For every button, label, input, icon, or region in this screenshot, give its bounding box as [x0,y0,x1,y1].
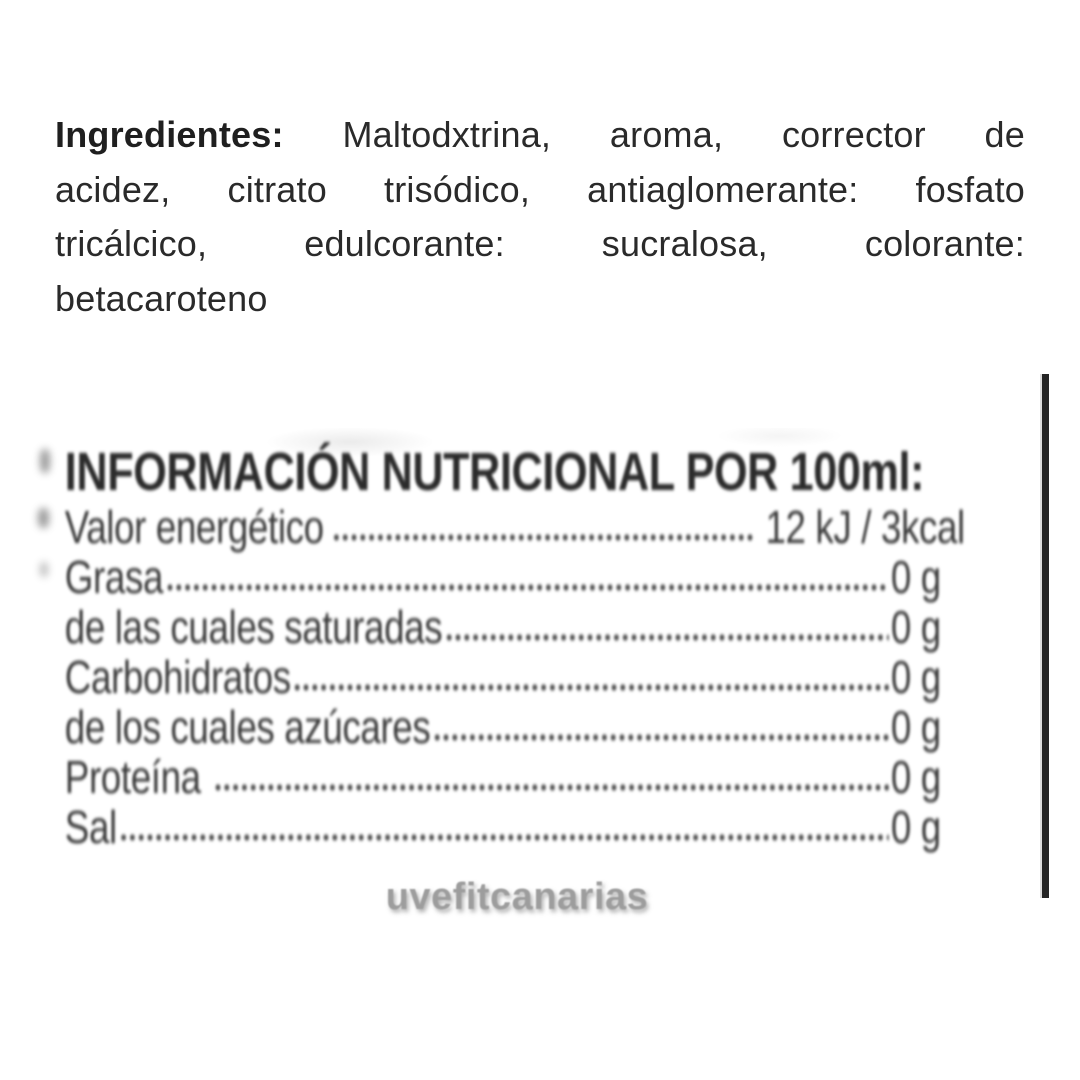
ingredients-line: tricálcico, edulcorante: sucralosa, colo… [55,223,1025,264]
watermark-text: uvefitcanarias [385,876,649,918]
nutrition-row: de las cuales saturadas 0 g [65,602,965,652]
nutrition-row: de los cuales azúcares 0 g [65,702,965,752]
nutrition-row-label: Grasa [64,551,164,603]
nutrition-row-value: 0 g [890,801,941,853]
ingredients-line: acidez, citrato trisódico, antiaglomeran… [55,168,1025,210]
nutrition-row-value: 0 g [890,551,941,603]
nutrition-title: INFORMACIÓN NUTRICIONAL POR 100ml: [64,442,925,502]
nutrition-row-label: Carbohidratos [64,651,291,703]
ingredients-line-text: Maltodxtrina, aroma, corrector de [342,114,1026,155]
dot-leader [444,632,889,643]
nutrition-row-label: de los cuales azúcares [64,701,431,753]
nutrition-row: Sal 0 g [65,802,965,852]
nutrition-row: Grasa 0 g [65,552,965,602]
nutrition-row-value: 0 g [890,601,941,653]
nutrition-label-image: INFORMACIÓN NUTRICIONAL POR 100ml: Valor… [60,428,965,868]
nutrition-row-label: de las cuales saturadas [64,601,443,653]
scan-artifact [38,508,49,528]
nutrition-row: Valor energético 12 kJ / 3kcal [65,502,965,552]
nutrition-row: Proteína 0 g [65,752,965,802]
nutrition-row-value: 0 g [890,701,941,753]
scan-artifact [40,562,48,577]
nutrition-row-value: 0 g [890,651,941,703]
dot-leader [432,732,889,743]
nutrition-label-content: INFORMACIÓN NUTRICIONAL POR 100ml: Valor… [60,428,965,852]
nutrition-row-value: 12 kJ / 3kcal [765,501,965,553]
nutrition-row-value: 0 g [890,751,941,803]
vertical-divider-line [1042,374,1049,898]
nutrition-row-label: Proteína [64,751,201,803]
nutrition-row: Carbohidratos 0 g [65,652,965,702]
dot-leader [331,532,755,543]
ingredients-heading: Ingredientes: [55,114,284,155]
ingredients-line: Ingredientes: Maltodxtrina, aroma, corre… [55,108,1025,163]
scan-artifact [40,449,50,473]
nutrition-row-label: Valor energético [64,501,324,553]
dot-leader [213,782,889,793]
dot-leader [293,682,889,693]
dot-leader [165,582,889,593]
ingredients-line: betacaroteno [55,277,268,319]
nutrition-row-label: Sal [64,801,117,853]
nutrition-rows: Valor energético 12 kJ / 3kcal Grasa 0 g… [65,502,965,852]
dot-leader [119,832,889,843]
ingredients-paragraph: Ingredientes: Maltodxtrina, aroma, corre… [55,108,1025,326]
